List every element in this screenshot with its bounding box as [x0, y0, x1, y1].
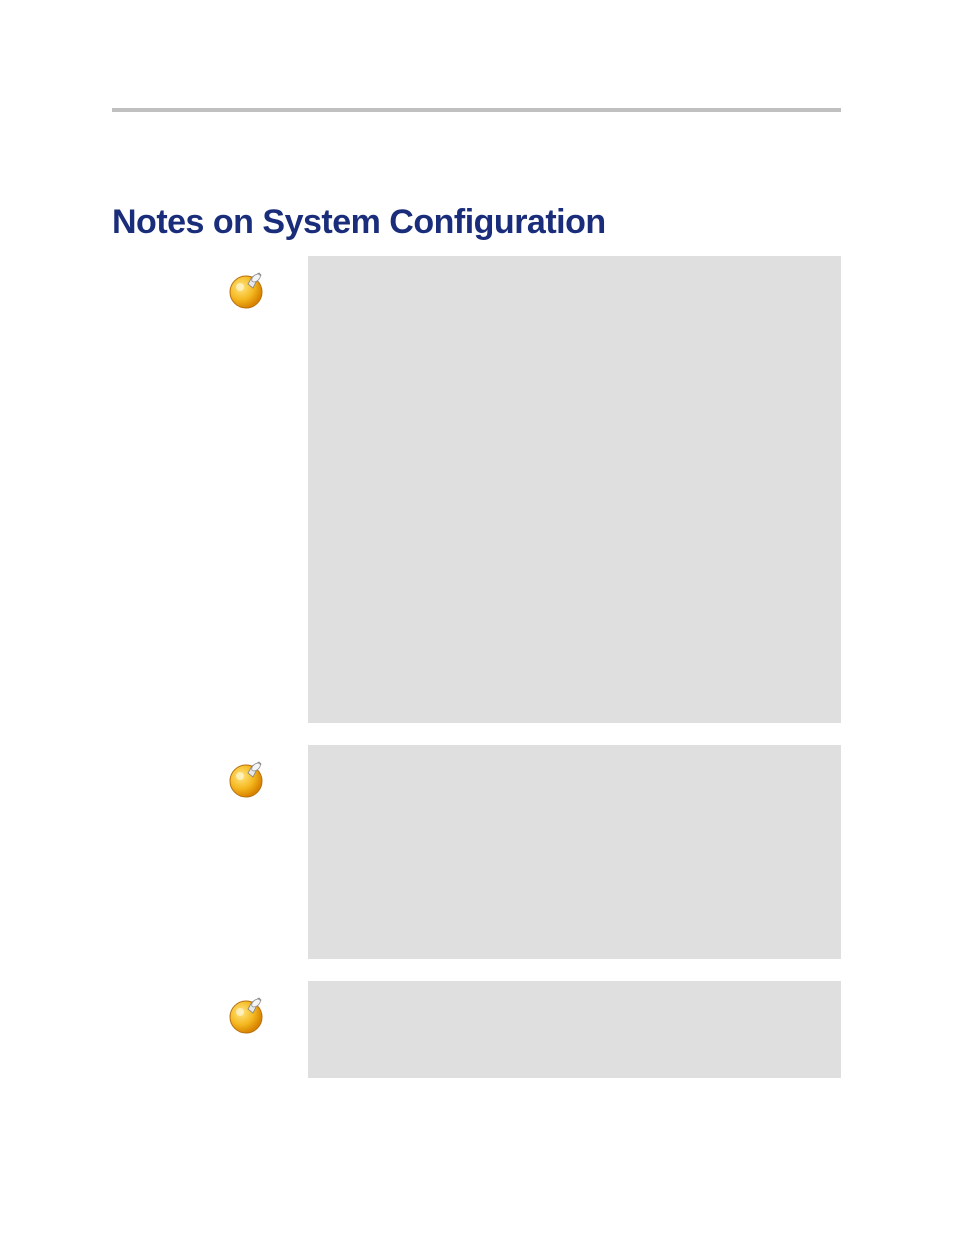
page-heading: Notes on System Configuration	[112, 203, 606, 242]
note-pin-icon	[226, 995, 268, 1037]
horizontal-divider	[112, 108, 841, 112]
note-pin-icon	[226, 270, 268, 312]
note-content-box	[308, 981, 841, 1078]
note-content-box	[308, 256, 841, 723]
note-content-box	[308, 745, 841, 959]
note-text	[308, 981, 841, 1005]
note-text	[308, 256, 841, 280]
note-text	[308, 745, 841, 769]
note-pin-icon	[226, 759, 268, 801]
